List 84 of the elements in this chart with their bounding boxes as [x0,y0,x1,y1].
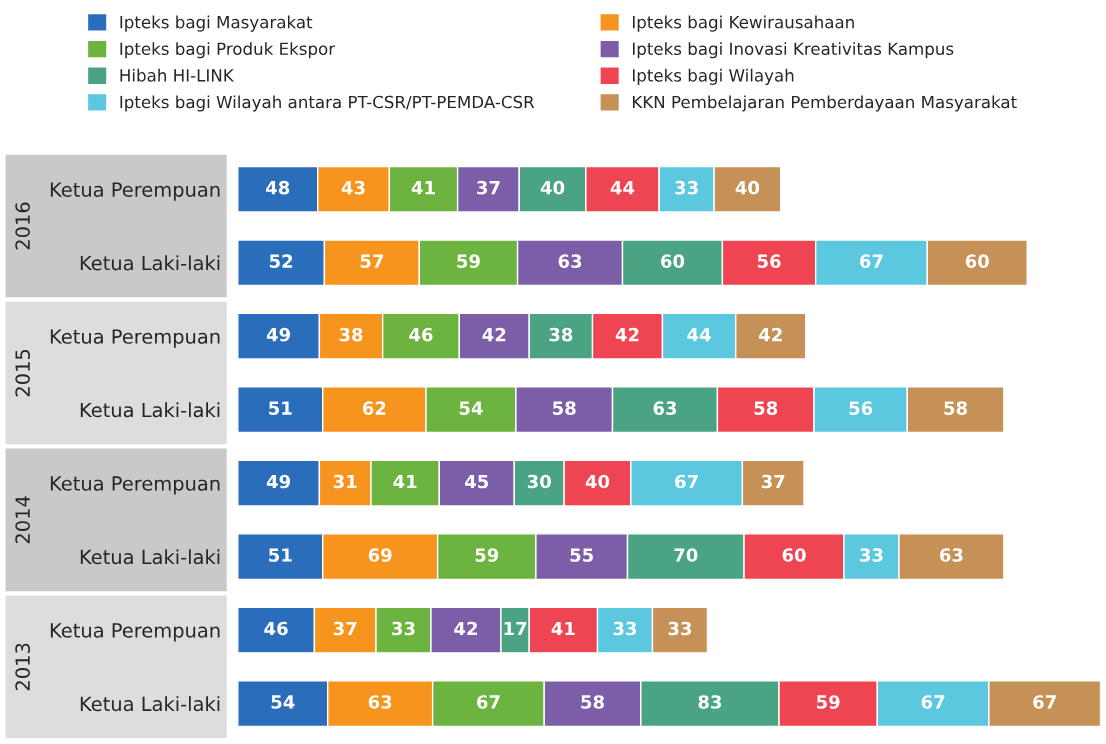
data-label: 40 [540,180,565,195]
data-label: 31 [333,474,357,489]
data-label: 60 [661,254,685,268]
text: 2015 [15,349,30,397]
data-label: 51 [269,401,292,415]
data-label: 37 [761,474,785,489]
data-label: 58 [944,401,968,415]
data-label: 45 [465,474,489,489]
y-tick-label: Ketua Laki-laki [80,549,220,565]
data-label: 63 [558,254,582,268]
data-label: 46 [264,621,288,636]
data-label: 67 [1033,695,1056,709]
data-label: 42 [615,327,639,342]
data-label: 42 [758,327,782,342]
legend-label: Ipteks bagi Wilayah antara PT-CSR/PT-PEMDA-CSR [120,95,535,112]
data-label: 41 [411,181,435,195]
y-tick-label: Ketua Perempuan [50,329,220,348]
data-label: 37 [477,180,500,195]
data-label: 54 [271,695,295,709]
data-label: 17 [504,621,527,636]
data-label: 38 [549,327,573,342]
data-label: 51 [269,548,292,562]
y-tick-label: Ketua Perempuan [50,476,220,495]
y-tick-label: Ketua Laki-laki [80,255,220,271]
data-label: 44 [610,181,635,195]
data-label: 83 [698,695,722,709]
text: 2014 [15,496,30,544]
y-tick-label: Ketua Laki-laki [80,696,220,712]
data-label: 49 [266,327,290,342]
data-label: 62 [362,401,386,415]
data-label: 58 [553,401,576,415]
data-label: 33 [668,621,692,636]
data-label: 56 [757,254,781,268]
data-label: 46 [409,327,433,342]
data-label: 38 [339,327,363,342]
data-label: 48 [266,180,290,195]
data-label: 42 [454,621,477,636]
legend-label: Ipteks bagi Inovasi Kreativitas Kampus [632,42,954,59]
data-label: 40 [735,180,760,195]
legend-label: Ipteks bagi Produk Ekspor [120,42,336,59]
y-tick-label: Ketua Perempuan [50,623,220,642]
data-label: 67 [675,474,698,489]
data-label: 49 [266,474,290,489]
data-label: 44 [687,328,711,342]
text: 2016 [15,202,30,250]
data-label: 60 [965,254,989,268]
data-label: 69 [368,548,392,562]
data-label: 43 [341,180,365,195]
data-label: 54 [459,401,483,415]
data-label: 63 [939,548,963,562]
data-label: 33 [675,180,698,195]
data-label: 56 [849,401,873,415]
data-label: 58 [754,401,778,415]
data-label: 55 [570,548,593,562]
data-label: 67 [860,254,883,268]
data-label: 37 [333,621,357,636]
legend-label: Hibah HI-LINK [120,68,235,82]
data-label: 33 [860,548,883,562]
legend-label: KKN Pembelajaran Pemberdayaan Masyarakat [632,95,1017,112]
data-label: 67 [476,695,500,709]
data-label: 63 [368,695,392,709]
legend-label: Ipteks bagi Kewirausahaan [632,15,854,32]
data-label: 30 [527,474,551,489]
data-label: 52 [269,254,293,268]
data-label: 41 [551,621,575,636]
data-label: 70 [674,548,698,562]
data-label: 40 [585,474,610,489]
data-label: 33 [613,621,637,636]
legend-label: Ipteks bagi Wilayah [632,68,794,85]
data-label: 41 [393,474,417,489]
data-label: 60 [782,548,806,562]
data-label: 59 [475,548,499,562]
data-label: 67 [921,695,945,709]
data-label: 63 [653,401,677,415]
y-tick-label: Ketua Perempuan [50,182,220,201]
data-label: 33 [392,621,415,636]
text: 2013 [15,643,30,691]
data-label: 59 [457,254,480,268]
data-label: 42 [482,327,506,342]
data-label: 58 [581,695,604,709]
data-label: 59 [817,695,840,709]
legend-label: Ipteks bagi Masyarakat [120,15,313,32]
y-tick-label: Ketua Laki-laki [80,402,220,418]
data-label: 57 [360,254,383,268]
